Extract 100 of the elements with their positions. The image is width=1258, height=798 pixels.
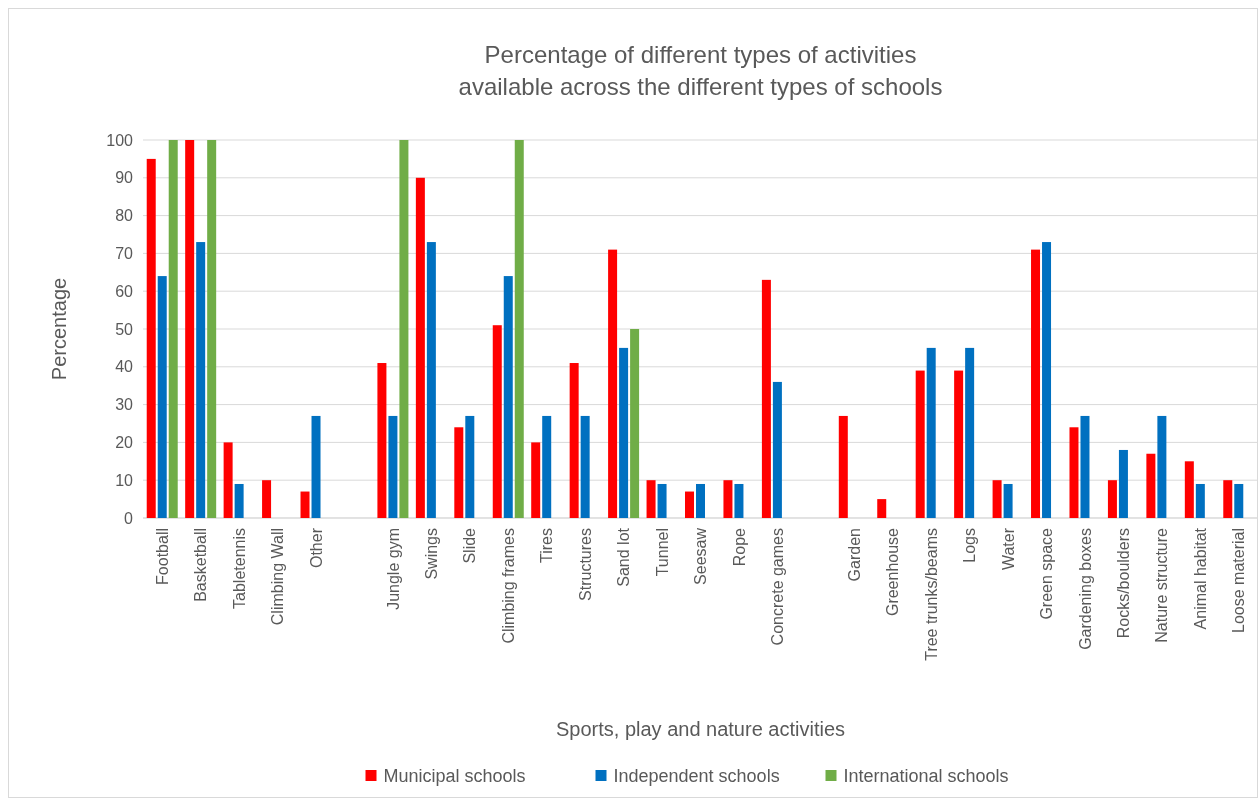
x-tick-label: Slide <box>461 527 479 564</box>
y-tick-label: 40 <box>115 358 134 376</box>
bar <box>415 177 425 518</box>
x-tick-label: Animal habitat <box>1191 527 1209 630</box>
x-tick-label: Loose material <box>1230 528 1248 633</box>
bar <box>399 140 409 518</box>
bar <box>1157 415 1167 518</box>
x-tick-label: Seesaw <box>692 527 710 585</box>
chart-title: Percentage of different types of activities available across the different types of schools <box>458 41 943 100</box>
bar <box>1069 427 1079 518</box>
bar <box>234 483 244 518</box>
x-tick-label: Tires <box>538 528 556 563</box>
bar <box>926 347 936 518</box>
bar <box>1184 461 1194 518</box>
legend-label: International schools <box>843 766 1009 787</box>
bar <box>1107 480 1117 518</box>
bar <box>1195 483 1205 518</box>
x-tick-label: Climbing frames <box>499 528 517 644</box>
x-tick-label: Greenhouse <box>884 527 902 617</box>
x-tick-label: Tabletennis <box>230 528 248 609</box>
bar <box>696 483 705 518</box>
x-tick-label: Jungle gym <box>384 528 402 610</box>
x-tick-label: Structures <box>576 528 594 601</box>
x-axis-title: Sports, play and nature activities <box>555 718 846 740</box>
bar <box>503 276 513 518</box>
bar <box>388 415 398 518</box>
y-tick-label: 80 <box>115 207 134 225</box>
bar <box>311 415 321 518</box>
bar <box>1042 242 1052 518</box>
x-tick-label: Garden <box>845 528 863 582</box>
bar <box>877 499 887 518</box>
bar <box>1031 249 1041 518</box>
x-tick-label: Tunnel <box>653 528 671 577</box>
y-tick-label: 30 <box>115 396 134 414</box>
x-tick-label: Swings <box>422 528 440 580</box>
bar <box>619 347 629 518</box>
legend-label: Municipal schools <box>383 766 526 787</box>
y-tick-label: 90 <box>115 169 134 187</box>
y-tick-label: 20 <box>115 434 134 451</box>
bar <box>1223 480 1233 518</box>
bar <box>915 370 925 518</box>
bar <box>157 276 167 518</box>
x-tick-label: Nature structure <box>1153 527 1171 643</box>
x-tick-label: Other <box>307 527 325 569</box>
bar <box>772 381 782 518</box>
bar <box>531 442 541 518</box>
y-tick-label: 100 <box>106 131 134 149</box>
x-tick-label: Rocks/boulders <box>1115 528 1133 639</box>
x-tick-label: Football <box>153 528 171 585</box>
bar <box>1003 483 1013 518</box>
bar <box>580 415 590 518</box>
legend-label: Independent schools <box>613 766 780 787</box>
bar <box>1118 449 1128 518</box>
y-tick-label: 0 <box>124 509 134 527</box>
bar <box>196 242 206 518</box>
y-tick-label: 60 <box>115 282 134 300</box>
bar <box>454 427 464 518</box>
bar <box>761 279 771 518</box>
y-tick-label: 70 <box>115 245 134 262</box>
x-tick-label: Concrete games <box>769 528 786 646</box>
bar <box>569 363 579 518</box>
bar <box>838 415 848 518</box>
x-tick-label: Water <box>999 527 1017 571</box>
x-tick-label: Green space <box>1038 527 1056 620</box>
bar <box>207 140 217 518</box>
bar <box>992 480 1002 518</box>
x-tick-label: Basketball <box>192 528 210 602</box>
bar <box>965 347 975 518</box>
bar <box>146 158 156 518</box>
bar <box>954 370 964 518</box>
bar <box>300 491 310 518</box>
bar <box>514 140 524 518</box>
bar <box>185 140 195 518</box>
x-tick-label: Gardening boxes <box>1076 528 1094 650</box>
bar <box>542 415 552 518</box>
x-tick-label: Sand lot <box>615 527 633 587</box>
bar <box>723 480 733 518</box>
bar <box>646 480 656 518</box>
bar <box>168 140 178 518</box>
bar <box>223 442 233 518</box>
bar <box>685 491 694 518</box>
bar <box>630 329 640 518</box>
y-axis-title: Percentage <box>48 277 70 381</box>
x-tick-label: Logs <box>961 528 979 563</box>
bar <box>734 483 744 518</box>
bar <box>1146 453 1156 518</box>
bar <box>426 242 436 518</box>
y-tick-label: 10 <box>115 471 134 489</box>
bar <box>492 325 502 518</box>
bar <box>377 363 387 518</box>
x-tick-label: Climbing Wall <box>269 528 287 626</box>
bar <box>465 415 475 518</box>
bar <box>657 483 667 518</box>
x-tick-label: Rope <box>730 527 748 567</box>
bar <box>608 249 618 518</box>
bar <box>1234 483 1244 518</box>
bar <box>1080 415 1090 518</box>
bar <box>262 480 272 518</box>
y-tick-label: 50 <box>115 320 134 338</box>
x-tick-label: Tree trunks/beams <box>922 528 940 661</box>
